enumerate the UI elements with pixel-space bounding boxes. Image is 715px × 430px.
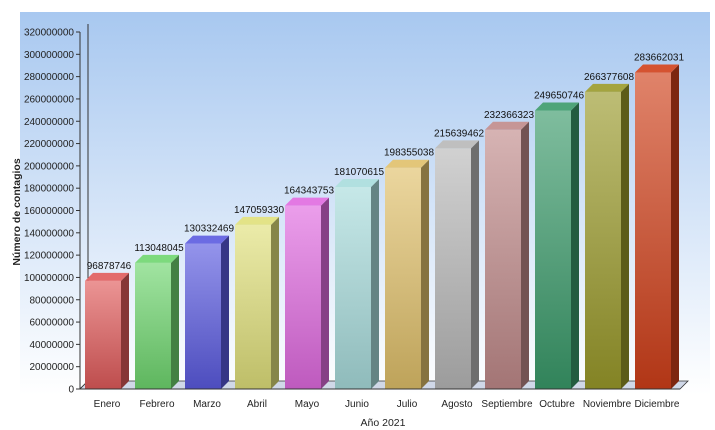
- data-label: 266377608: [584, 72, 634, 83]
- bar-top: [135, 254, 179, 263]
- data-label: 283662031: [634, 53, 684, 64]
- data-label: 181070615: [334, 167, 384, 178]
- bar: 266377608: [584, 72, 634, 389]
- bar-front: [635, 72, 671, 389]
- data-label: 198355038: [384, 148, 434, 159]
- x-tick-label: Enero: [94, 399, 121, 410]
- bar: 164343753: [284, 186, 334, 389]
- bar-top: [535, 102, 579, 111]
- bar-side: [471, 140, 479, 389]
- bar: 113048045: [134, 243, 184, 389]
- bar-top: [285, 197, 329, 206]
- y-tick-label: 0: [68, 385, 74, 396]
- bar: 249650746: [534, 90, 584, 389]
- y-tick-label: 140000000: [24, 228, 74, 239]
- y-tick-label: 220000000: [24, 139, 74, 150]
- x-tick-label: Mayo: [295, 399, 320, 410]
- y-tick-label: 120000000: [24, 251, 74, 262]
- data-label: 96878746: [87, 261, 132, 272]
- data-label: 232366323: [484, 110, 534, 121]
- x-axis: Enero Febrero Marzo Abril Mayo Junio Julio Agos…: [80, 388, 680, 410]
- bar: 130332469: [184, 224, 234, 389]
- x-tick-label: Agosto: [441, 399, 473, 410]
- bar-top: [235, 216, 279, 225]
- y-tick-label: 200000000: [24, 161, 74, 172]
- bar-front: [335, 186, 371, 389]
- y-tick-label: 280000000: [24, 72, 74, 83]
- bar-side: [221, 235, 229, 389]
- bar: 198355038: [384, 148, 434, 389]
- x-tick-label: Septiembre: [481, 399, 533, 410]
- bar-top: [335, 178, 379, 187]
- data-label: 164343753: [284, 186, 334, 197]
- y-axis-title: Número de contagios: [11, 158, 23, 266]
- x-tick-label: Junio: [345, 399, 369, 410]
- bar-side: [671, 64, 679, 389]
- y-tick-label: 100000000: [24, 273, 74, 284]
- bar-front: [535, 110, 571, 389]
- y-tick-label: 240000000: [24, 117, 74, 128]
- bar-side: [621, 83, 629, 389]
- bar-front: [185, 243, 221, 389]
- data-label: 113048045: [134, 243, 184, 254]
- bar-side: [321, 197, 329, 389]
- y-tick-label: 20000000: [30, 362, 75, 373]
- y-tick-label: 80000000: [30, 295, 75, 306]
- x-tick-label: Febrero: [139, 399, 174, 410]
- bar: 181070615: [334, 167, 384, 389]
- bar-side: [121, 272, 129, 389]
- bar-top: [485, 121, 529, 130]
- bars: 9687874611304804513033246914705933016434…: [85, 53, 684, 389]
- x-tick-label: Julio: [397, 399, 418, 410]
- data-label: 130332469: [184, 224, 234, 235]
- bar-front: [585, 91, 621, 389]
- bar-side: [271, 216, 279, 389]
- bar-top: [635, 64, 679, 73]
- y-tick-label: 180000000: [24, 184, 74, 195]
- data-label: 147059330: [234, 205, 284, 216]
- bar-top: [585, 83, 629, 92]
- bar-front: [485, 129, 521, 389]
- bar: 96878746: [85, 261, 132, 389]
- bar: 232366323: [484, 110, 534, 389]
- x-tick-label: Noviembre: [583, 399, 632, 410]
- bar-front: [385, 167, 421, 389]
- x-axis-title: Año 2021: [361, 417, 406, 429]
- data-label: 215639462: [434, 128, 484, 139]
- bar-front: [285, 205, 321, 389]
- bar-front: [85, 280, 121, 389]
- bar-side: [171, 254, 179, 389]
- bar: 283662031: [634, 53, 684, 389]
- y-tick-label: 320000000: [24, 28, 74, 39]
- x-tick-label: Diciembre: [634, 399, 679, 410]
- bar-side: [521, 121, 529, 389]
- x-tick-label: Abril: [247, 399, 267, 410]
- bar-top: [435, 140, 479, 149]
- bar-top: [385, 159, 429, 168]
- bar-side: [571, 102, 579, 389]
- y-tick-label: 40000000: [30, 340, 75, 351]
- x-tick-label: Octubre: [539, 399, 575, 410]
- bar: 215639462: [434, 128, 484, 389]
- y-axis: 0 20000000 40000000 60000000 80000000 1000000…: [24, 28, 81, 396]
- bar-top: [185, 235, 229, 244]
- bar-front: [435, 148, 471, 389]
- y-tick-label: 60000000: [30, 318, 75, 329]
- bar-side: [371, 178, 379, 389]
- bar-front: [135, 262, 171, 389]
- bar-side: [421, 159, 429, 389]
- y-tick-label: 160000000: [24, 206, 74, 217]
- y-tick-label: 260000000: [24, 94, 74, 105]
- x-tick-label: Marzo: [193, 399, 221, 410]
- bar-front: [235, 224, 271, 389]
- bar: 147059330: [234, 205, 284, 389]
- data-label: 249650746: [534, 90, 584, 101]
- y-tick-label: 300000000: [24, 50, 74, 61]
- bar-top: [85, 272, 129, 281]
